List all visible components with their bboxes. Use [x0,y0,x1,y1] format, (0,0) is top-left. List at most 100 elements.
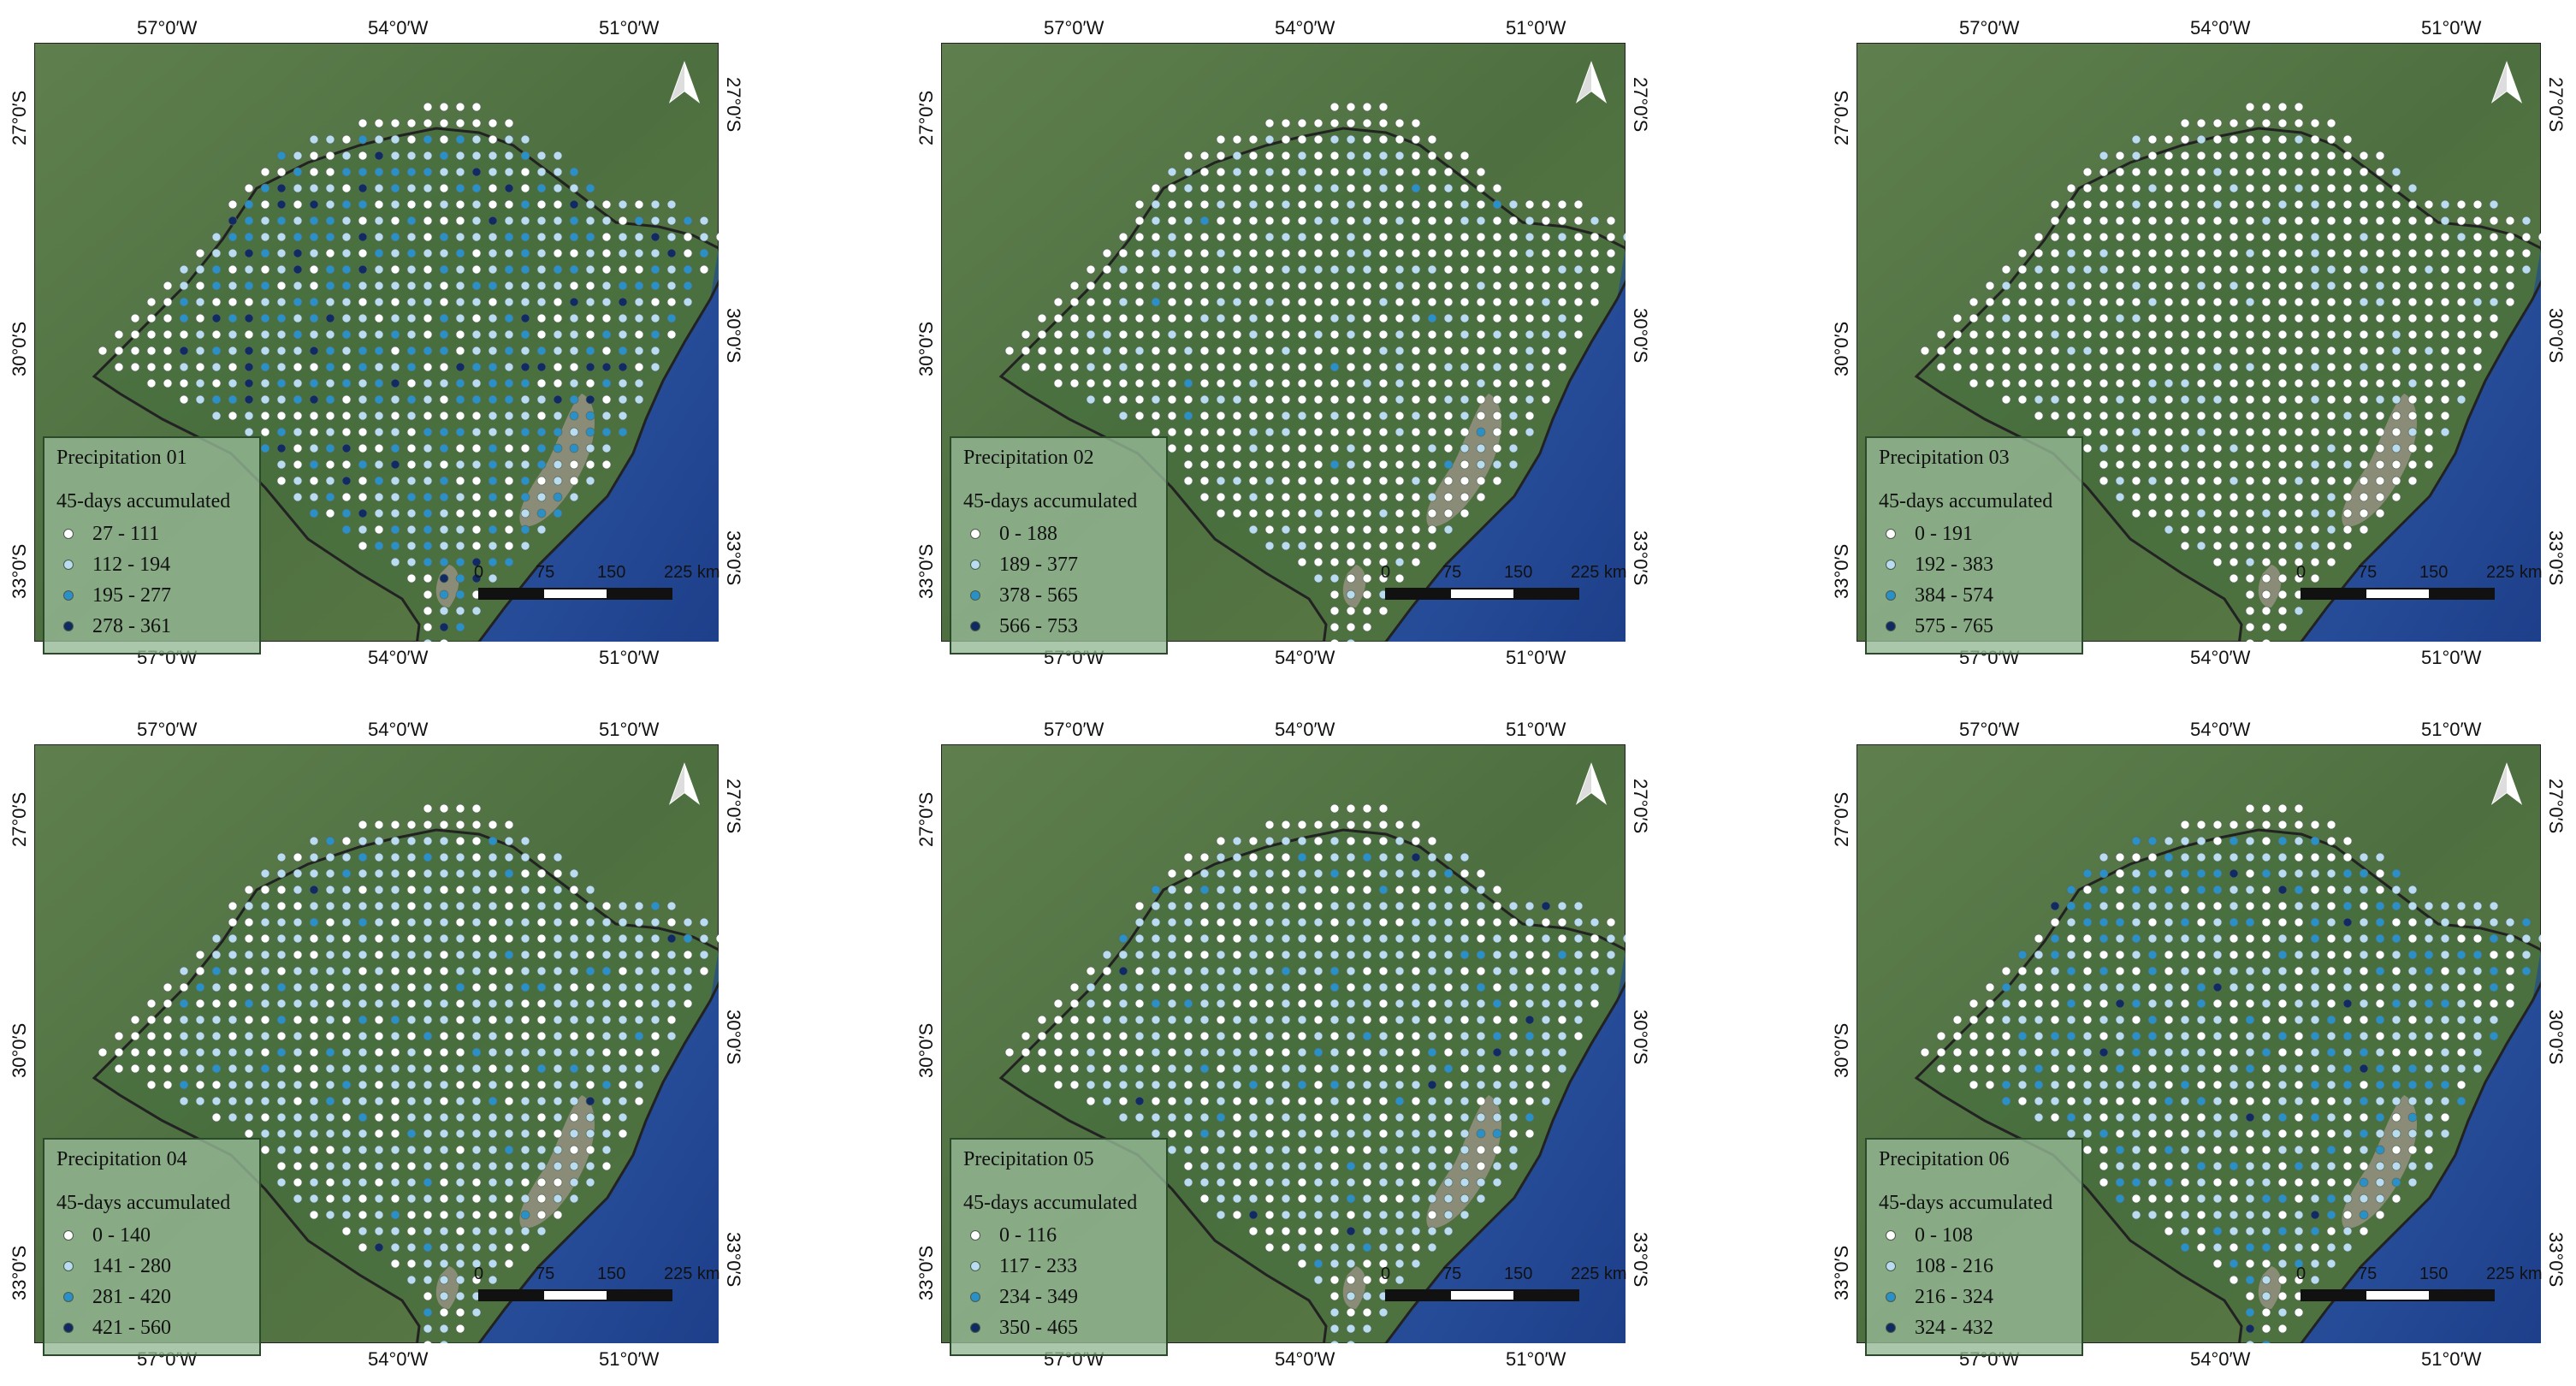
precip-point [1346,1063,1356,1074]
precip-point [1969,1031,1979,1041]
precip-point [1460,1112,1470,1122]
precip-point [2212,966,2223,976]
precip-point [1362,329,1372,340]
precip-point [2261,589,2271,600]
precip-point [244,982,254,992]
precip-point [618,329,628,340]
precip-point [1427,394,1437,405]
precip-point [618,1063,628,1074]
precip-point [1232,1210,1242,1220]
precip-point [309,492,319,502]
precip-point [439,1210,449,1220]
precip-point [569,1031,579,1041]
precip-point [2294,917,2304,927]
precip-point [2245,557,2255,567]
lat-label-right: 27°0′S [1630,779,1651,834]
precip-point [2521,232,2532,242]
precip-point [455,1112,465,1122]
legend-swatch [970,1261,980,1271]
precip-point [2359,1031,2369,1041]
precip-point [1460,476,1470,486]
precip-point [1362,524,1372,535]
precip-point [293,1080,303,1090]
precip-point [2082,1145,2093,1155]
precip-point [1313,313,1324,323]
precip-point [1216,134,1226,145]
precip-point [2131,1031,2141,1041]
precip-point [683,297,693,307]
precip-point [1508,1112,1519,1122]
precip-point [520,313,530,323]
precip-point [325,459,335,470]
precip-point [585,885,595,895]
precip-point [1362,118,1372,128]
precip-point [488,1096,498,1106]
precip-point [390,1210,400,1220]
precip-point [504,427,514,437]
precip-point [2375,885,2385,895]
precip-point [2538,934,2541,943]
precip-point [2017,297,2028,307]
precip-point [1232,167,1242,177]
precip-point [1297,492,1307,502]
precip-point [228,917,238,927]
precip-point [2131,885,2141,895]
precip-point [1313,427,1324,437]
legend-item: 0 - 188 [963,518,1154,549]
precip-point [2147,1194,2158,1204]
precip-point [293,1145,303,1155]
precip-point [1021,362,1031,372]
precip-point [309,1161,319,1171]
precip-point [2440,1031,2450,1041]
precip-point [1248,1177,1258,1188]
precip-point [2440,264,2450,275]
precip-point [260,362,270,372]
precip-point [211,982,222,992]
precip-point [1069,998,1080,1009]
precip-point [471,443,482,453]
precip-point [2277,476,2288,486]
precip-point [1378,901,1389,911]
precip-point [2066,1063,2076,1074]
precip-point [1248,476,1258,486]
precip-point [520,998,530,1009]
precip-point [2375,264,2385,275]
precip-point [1606,248,1616,258]
precip-point [1134,1063,1145,1074]
precip-point [1395,459,1405,470]
precip-point [276,1096,287,1106]
precip-point [455,998,465,1009]
precip-point [2131,1177,2141,1188]
precip-point [2115,966,2125,976]
precip-point [2277,998,2288,1009]
precip-point [553,1015,563,1025]
precip-point [276,1080,287,1090]
precip-point [1378,557,1389,567]
legend-item: 0 - 191 [1879,518,2070,549]
precip-point [146,362,157,372]
precip-point [2196,346,2206,356]
precip-point [1443,313,1454,323]
precip-point [1086,1063,1096,1074]
precip-point [309,459,319,470]
precip-point [163,281,173,291]
precip-point [2294,1063,2304,1074]
precip-point [325,1015,335,1025]
precip-point [2066,950,2076,960]
precip-point [439,933,449,944]
precip-point [390,868,400,879]
precip-point [2407,297,2418,307]
precip-point [2229,411,2239,421]
precip-point [341,1047,352,1057]
precip-point [1199,1015,1210,1025]
precip-point [1362,476,1372,486]
precip-point [1557,998,1567,1009]
precip-point [585,966,595,976]
precip-point [1313,1275,1324,1285]
precip-point [488,1226,498,1236]
precip-point [2326,443,2336,453]
precip-point [488,982,498,992]
precip-point [1346,1015,1356,1025]
precip-point [276,1161,287,1171]
precip-point [1476,1047,1486,1057]
